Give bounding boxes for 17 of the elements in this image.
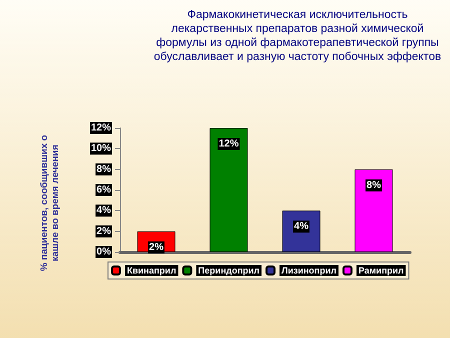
y-tick-label: 2% xyxy=(96,226,112,237)
y-tick-label: 0% xyxy=(96,246,112,258)
legend-label: Рамиприл xyxy=(358,266,404,276)
y-tick-label: 12% xyxy=(90,122,112,134)
data-label: 12% xyxy=(218,138,239,150)
chart-title: Фармакокинетическая исключительность лекарственных препаратов разной химической формулы из одной фармакотерапевтической группы обуславливает и разную частоту побочных эффектов xyxy=(152,8,442,64)
y-tick-label: 8% xyxy=(96,164,112,175)
legend-label: Периндоприл xyxy=(198,266,260,276)
data-label: 4% xyxy=(294,221,309,232)
data-label: 2% xyxy=(149,242,164,253)
y-axis-title: % пациентов, сообщивших о кашле во время лечения xyxy=(39,134,61,274)
y-tick-label: 6% xyxy=(96,184,112,196)
y-tick-label: 4% xyxy=(96,205,112,216)
data-label: 8% xyxy=(366,180,382,191)
legend-label: Лизиноприл xyxy=(282,266,337,276)
y-tick-label: 10% xyxy=(90,143,112,154)
legend-label: Квинаприл xyxy=(127,266,176,276)
